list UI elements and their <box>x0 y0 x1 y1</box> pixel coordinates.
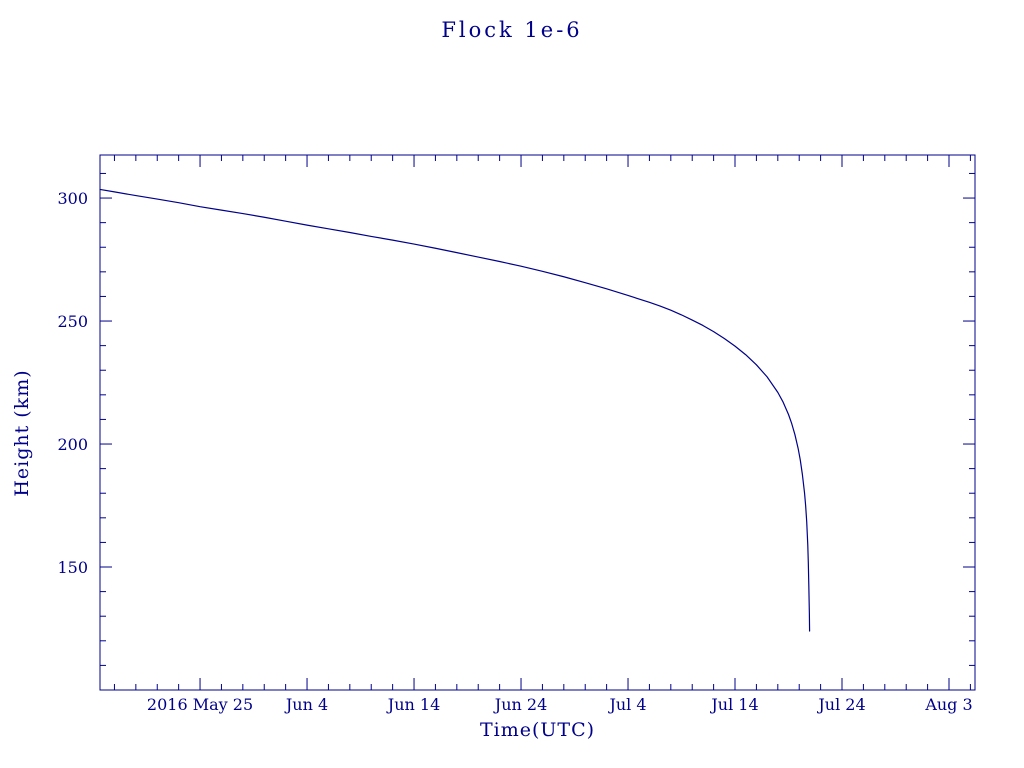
x-tick-label: Jul 14 <box>709 695 758 714</box>
y-tick-label: 200 <box>57 435 88 454</box>
y-tick-label: 250 <box>57 312 88 331</box>
x-tick-label: Aug 3 <box>924 695 972 714</box>
x-tick-label: Jul 4 <box>607 695 646 714</box>
x-tick-label: Jun 14 <box>386 695 440 714</box>
x-tick-label: Jun 24 <box>493 695 547 714</box>
x-axis-label: Time(UTC) <box>479 719 596 741</box>
x-tick-label: Jul 24 <box>816 695 865 714</box>
x-tick-label: 2016 May 25 <box>147 695 253 714</box>
decay-curve <box>99 188 811 632</box>
y-tick-label: 300 <box>57 189 88 208</box>
x-tick-label: Jun 4 <box>284 695 328 714</box>
chart-title: Flock 1e-6 <box>441 18 583 42</box>
y-tick-label: 150 <box>57 558 88 577</box>
axis-box <box>99 154 976 691</box>
